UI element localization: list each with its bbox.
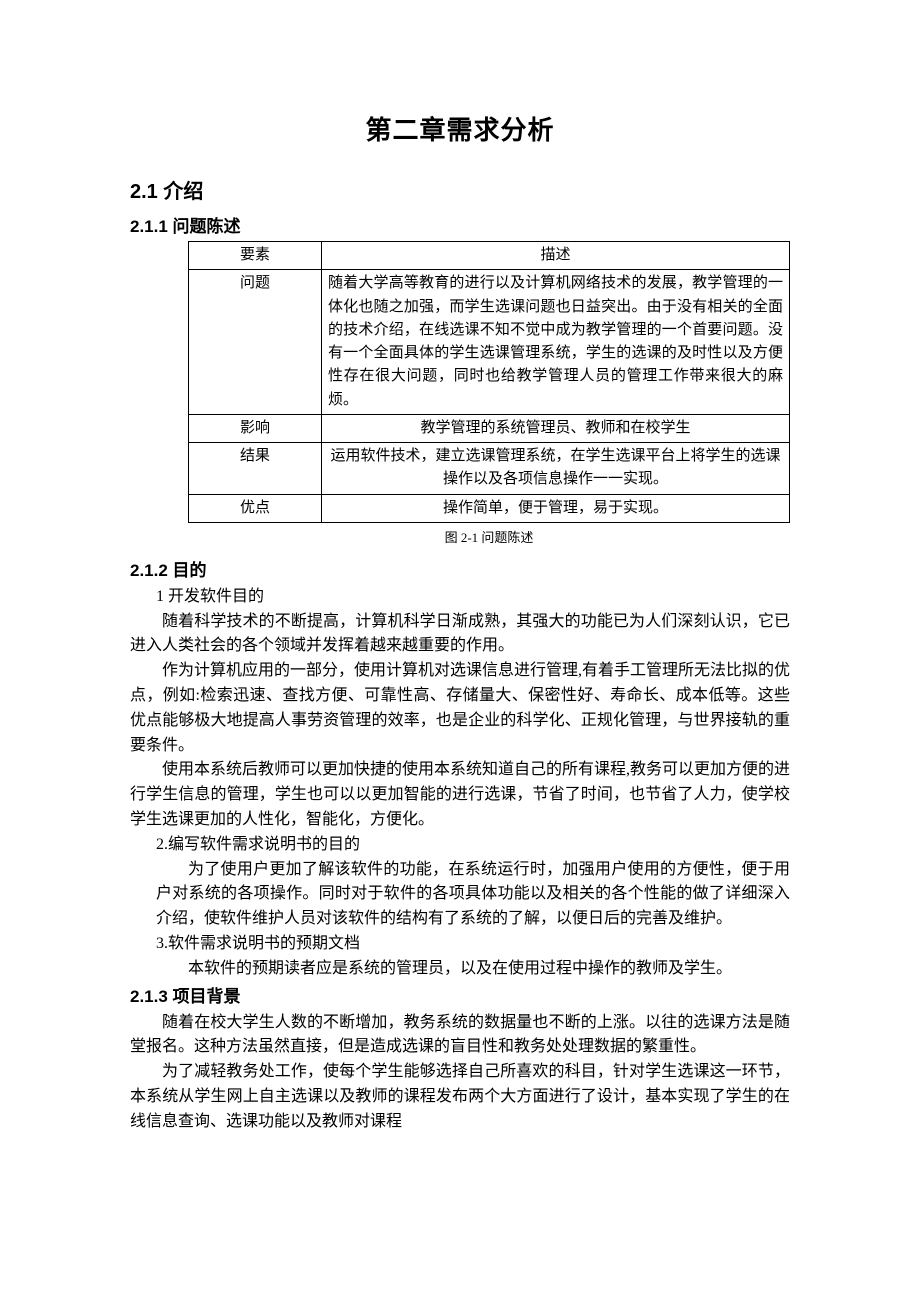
purpose-subhead-3: 3.软件需求说明书的预期文档 <box>156 932 790 957</box>
table-header-col2: 描述 <box>322 242 790 270</box>
purpose-subhead-1: 1 开发软件目的 <box>156 585 790 610</box>
section-2-1-1-heading: 2.1.1 问题陈述 <box>130 212 790 237</box>
paragraph: 使用本系统后教师可以更加快捷的使用本系统知道自己的所有课程,教务可以更加方便的进… <box>130 758 790 832</box>
table-header-row: 要素 描述 <box>189 242 790 270</box>
purpose-subhead-2-wrap: 2.编写软件需求说明书的目的 为了使用户更加了解该软件的功能，在系统运行时，加强… <box>156 833 790 982</box>
page: 第二章需求分析 2.1 介绍 2.1.1 问题陈述 要素 描述 问题 随着大学高… <box>0 0 920 1302</box>
table-row: 问题 随着大学高等教育的进行以及计算机网络技术的发展，教学管理的一体化也随之加强… <box>189 270 790 415</box>
paragraph: 作为计算机应用的一部分，使用计算机对选课信息进行管理,有着手工管理所无法比拟的优… <box>130 659 790 758</box>
purpose-block: 1 开发软件目的 <box>156 585 790 610</box>
paragraph: 为了使用户更加了解该软件的功能，在系统运行时，加强用户使用的方便性，便于用户对系… <box>156 858 790 932</box>
table-row: 结果 运用软件技术，建立选课管理系统，在学生选课平台上将学生的选课操作以及各项信… <box>189 443 790 495</box>
paragraph: 随着科学技术的不断提高，计算机科学日渐成熟，其强大的功能已为人们深刻认识，它已进… <box>130 610 790 660</box>
table-row-desc: 随着大学高等教育的进行以及计算机网络技术的发展，教学管理的一体化也随之加强，而学… <box>322 270 790 415</box>
table-row-desc: 教学管理的系统管理员、教师和在校学生 <box>322 414 790 442</box>
purpose-body-1: 随着科学技术的不断提高，计算机科学日渐成熟，其强大的功能已为人们深刻认识，它已进… <box>130 610 790 833</box>
problem-table: 要素 描述 问题 随着大学高等教育的进行以及计算机网络技术的发展，教学管理的一体… <box>188 241 790 523</box>
table-caption: 图 2-1 问题陈述 <box>188 527 790 546</box>
paragraph: 为了减轻教务处工作，使每个学生能够选择自己所喜欢的科目，针对学生选课这一环节，本… <box>130 1060 790 1134</box>
section-2-1-2-heading: 2.1.2 目的 <box>130 556 790 581</box>
table-row-label: 问题 <box>189 270 322 415</box>
table-row-label: 影响 <box>189 414 322 442</box>
table-row: 影响 教学管理的系统管理员、教师和在校学生 <box>189 414 790 442</box>
table-row-desc: 运用软件技术，建立选课管理系统，在学生选课平台上将学生的选课操作以及各项信息操作… <box>322 443 790 495</box>
table-header-col1: 要素 <box>189 242 322 270</box>
table-row-label: 优点 <box>189 494 322 522</box>
chapter-title: 第二章需求分析 <box>130 110 790 147</box>
table-row: 优点 操作简单，便于管理，易于实现。 <box>189 494 790 522</box>
paragraph: 随着在校大学生人数的不断增加，教务系统的数据量也不断的上涨。以往的选课方法是随堂… <box>130 1011 790 1061</box>
section-2-1-3-heading: 2.1.3 项目背景 <box>130 982 790 1007</box>
table-row-label: 结果 <box>189 443 322 495</box>
problem-table-wrap: 要素 描述 问题 随着大学高等教育的进行以及计算机网络技术的发展，教学管理的一体… <box>188 241 790 546</box>
section-2-1-heading: 2.1 介绍 <box>130 175 790 204</box>
background-body: 随着在校大学生人数的不断增加，教务系统的数据量也不断的上涨。以往的选课方法是随堂… <box>130 1011 790 1135</box>
purpose-subhead-2: 2.编写软件需求说明书的目的 <box>156 833 790 858</box>
paragraph: 本软件的预期读者应是系统的管理员，以及在使用过程中操作的教师及学生。 <box>156 957 790 982</box>
table-row-desc: 操作简单，便于管理，易于实现。 <box>322 494 790 522</box>
